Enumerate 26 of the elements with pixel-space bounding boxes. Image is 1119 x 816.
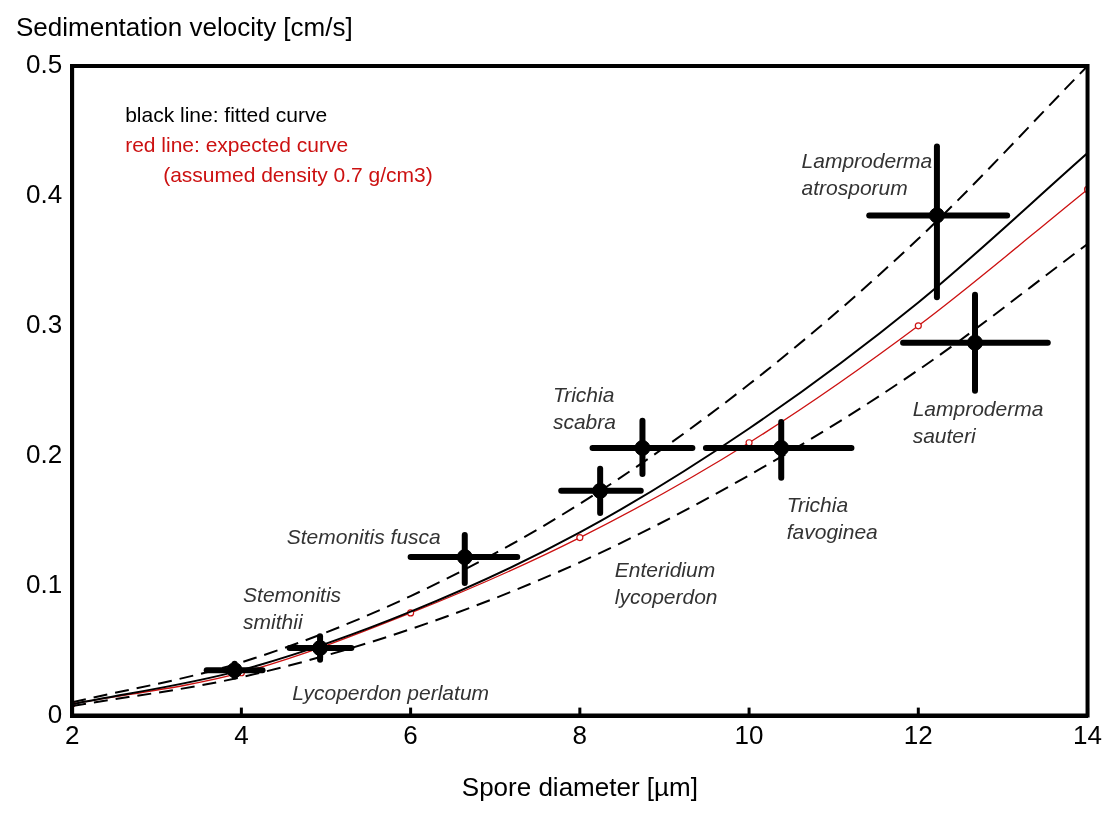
annotation: Trichia favoginea bbox=[786, 492, 878, 543]
x-tick-label: 6 bbox=[403, 720, 418, 751]
x-tick-label: 10 bbox=[734, 720, 764, 751]
x-tick-label: 2 bbox=[64, 720, 80, 751]
y-tick-label: 0.3 bbox=[25, 309, 63, 340]
x-tick-label: 4 bbox=[234, 720, 249, 751]
x-tick-label: 14 bbox=[1073, 720, 1102, 751]
annotation: Lamproderma sauteri bbox=[912, 396, 1044, 447]
annotation: black line: fitted curve bbox=[125, 102, 328, 126]
x-tick-label: 8 bbox=[572, 720, 588, 751]
y-tick-label: 0.1 bbox=[25, 568, 63, 599]
x-axis-title: Spore diameter [µm] bbox=[461, 771, 698, 802]
annotation: Enteridium lycoperdon bbox=[614, 558, 718, 609]
annotation: (assumed density 0.7 g/cm3) bbox=[163, 162, 433, 186]
y-tick-label: 0 bbox=[47, 698, 63, 729]
y-tick-label: 0.5 bbox=[25, 49, 63, 80]
annotation: Stemonitis fusca bbox=[286, 524, 441, 548]
annotation: red line: expected curve bbox=[125, 132, 349, 156]
annotation: Lycoperdon perlatum bbox=[292, 680, 490, 704]
annotation: Stemonitis smithii bbox=[243, 582, 342, 633]
y-tick-label: 0.2 bbox=[25, 438, 63, 469]
x-tick-label: 12 bbox=[903, 720, 933, 751]
annotation: Lamproderma atrosporum bbox=[801, 149, 933, 200]
annotation: Trichia scabra bbox=[552, 382, 616, 433]
y-axis-title: Sedimentation velocity [cm/s] bbox=[16, 12, 353, 42]
y-tick-label: 0.4 bbox=[25, 179, 63, 210]
